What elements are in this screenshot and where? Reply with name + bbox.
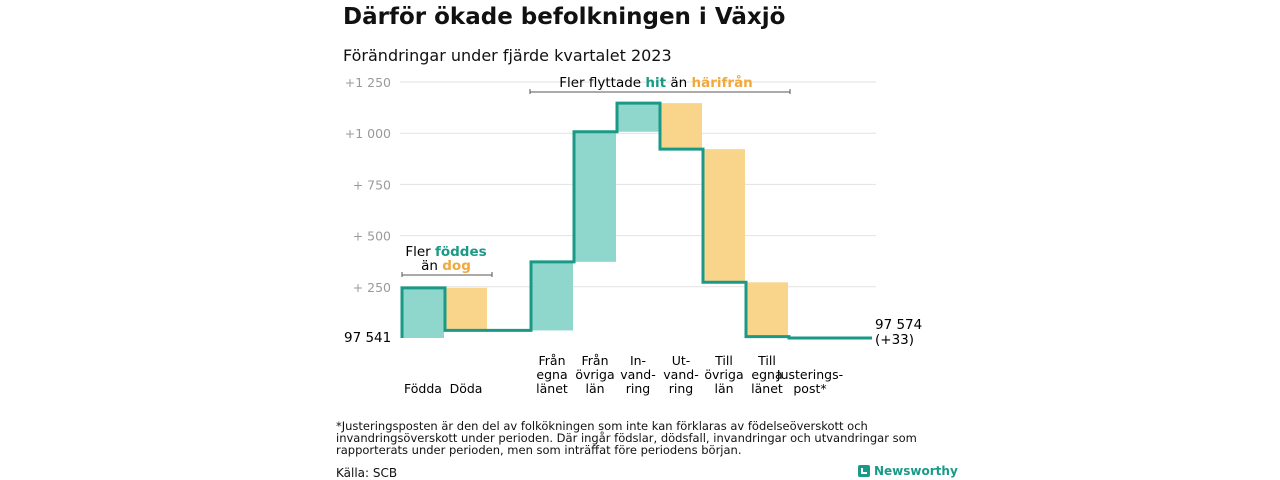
waterfall-chart: + 250 + 500 + 750 +1 000 +1 250 Födda Döda Frå… (0, 0, 1280, 420)
waterfall-bar (660, 103, 702, 149)
waterfall-bar (574, 132, 616, 262)
x-tick-label: Ut-vand-ring (663, 353, 698, 396)
migration-annotation-out: härifrån (692, 74, 753, 91)
births-annotation-line2: än (421, 258, 438, 274)
logo-text: Newsworthy (874, 464, 958, 478)
deaths-annotation-highlight: dog (442, 258, 471, 274)
waterfall-bar (617, 103, 659, 132)
y-tick-label: +1 250 (345, 75, 391, 90)
footnote: *Justeringsposten är den del av folkökni… (336, 420, 946, 456)
migration-annotation-in: hit (645, 75, 666, 91)
x-tick-label: In-vand-ring (620, 353, 655, 396)
migration-annotation-mid: än (670, 75, 687, 91)
svg-text:Fler flyttade hit: Fler flyttade hit än härifrån (559, 74, 753, 91)
start-value-label: 97 541 (344, 330, 391, 346)
waterfall-bar (746, 282, 788, 336)
waterfall-bar (402, 288, 444, 338)
end-change-label: (+33) (875, 332, 914, 348)
migration-annotation-pre: Fler flyttade (559, 75, 641, 91)
births-annotation: Fler föddes än dog (402, 244, 492, 277)
migration-annotation: Fler flyttade hit än härifrån (530, 74, 790, 94)
end-value-label: 97 574 (875, 317, 922, 333)
y-tick-label: + 500 (353, 229, 391, 244)
source-label: Källa: SCB (336, 466, 397, 480)
x-tick-label: Födda (404, 381, 442, 396)
waterfall-bar (531, 262, 573, 331)
newsworthy-logo-icon (858, 465, 870, 477)
x-tick-label: Från övriga län (575, 353, 614, 396)
newsworthy-logo: Newsworthy (858, 464, 958, 478)
x-tick-label: Döda (450, 381, 483, 396)
waterfall-bar (445, 288, 487, 331)
waterfall-bars (402, 103, 831, 338)
x-tick-label: Justerings-post* (776, 367, 843, 396)
y-tick-label: + 750 (353, 177, 391, 192)
waterfall-bar (703, 149, 745, 282)
x-tick-label: Till övriga län (704, 353, 743, 396)
y-tick-label: +1 000 (345, 126, 391, 141)
y-tick-label: + 250 (353, 280, 391, 295)
x-tick-label: Från egna länet (536, 353, 568, 396)
y-tick-labels: + 250 + 500 + 750 +1 000 +1 250 (345, 75, 391, 295)
svg-text:än dog: än dog (421, 258, 471, 274)
